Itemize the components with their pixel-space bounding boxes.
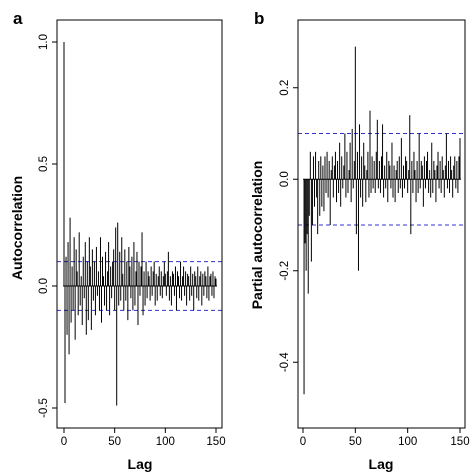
panel-b-y-axis-title: Partial autocorrelation [249,161,265,310]
panel-b-plot-frame [297,19,466,429]
panel-b-x-tick-label: 150 [450,436,469,448]
panel-a-y-tick-label: 0.5 [38,156,50,172]
panel-a-y-tick-label: 1.0 [38,34,50,50]
panel-a-plot-frame [56,19,223,429]
panel-a-bars [63,42,217,406]
panel-a-y-tick-label: -0.5 [38,398,50,418]
panel-b-y-tick-label: -0.2 [279,261,291,281]
panel-b-y-tick-label: 0.0 [279,171,291,187]
panel-a-ticks: 0 50 100 150 -0.5 0.0 0.5 1.0 [38,34,226,448]
panel-b-label: b [254,9,264,28]
panel-a-x-tick-label: 100 [156,436,175,448]
panel-a-y-tick-label: 0.0 [38,278,50,294]
panel-b-ticks: 0 50 100 150 -0.4 -0.2 0.0 0.2 [279,80,470,448]
panel-b-x-axis-title: Lag [369,456,394,472]
panel-a-autocorrelation: a Autocorrelation Lag 0 50 100 150 -0.5 0.0 0.… [9,9,226,472]
panel-b-partial-autocorrelation: b Partial autocorrelation Lag 0 50 100 150 -… [249,9,470,472]
panel-b-bars [303,46,461,395]
panel-b-x-tick-label: 0 [300,436,306,448]
panel-a-label: a [13,9,23,28]
panel-b-x-tick-label: 100 [398,436,417,448]
panel-b-y-tick-label: 0.2 [279,80,291,96]
panel-a-x-tick-label: 150 [206,436,225,448]
panel-a-y-axis-title: Autocorrelation [9,176,25,280]
panel-a-x-tick-label: 50 [108,436,121,448]
panel-a-x-axis-title: Lag [128,456,153,472]
panel-b-y-tick-label: -0.4 [279,352,291,372]
panel-a-x-tick-label: 0 [61,436,67,448]
panel-b-x-tick-label: 50 [349,436,362,448]
